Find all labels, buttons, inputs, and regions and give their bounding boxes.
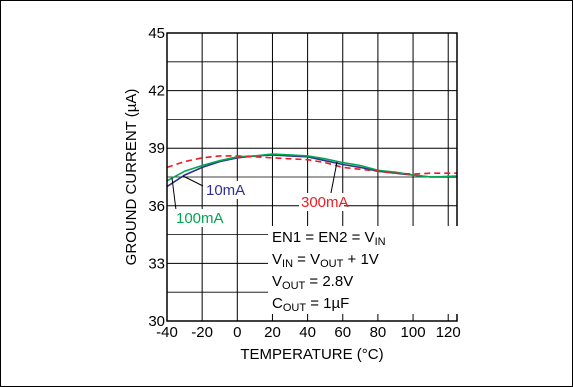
y-tick-label: 39 (148, 140, 165, 157)
y-tick-label: 42 (148, 83, 165, 100)
conditions-background (268, 226, 458, 314)
condition-line: VOUT = 2.8V (272, 273, 353, 292)
series-label-100ma: 100mA (176, 210, 224, 227)
y-tick-label: 45 (148, 25, 165, 42)
series-lines (166, 153, 458, 188)
label-pointer (182, 175, 204, 187)
y-tick-label: 33 (148, 255, 165, 272)
y-axis-title: GROUND CURRENT (µA) (123, 89, 140, 266)
x-axis-title: TEMPERATURE (°C) (240, 346, 383, 363)
x-tick-label: 120 (436, 324, 461, 341)
condition-line: COUT = 1µF (272, 295, 349, 314)
x-tick-label: 100 (401, 324, 426, 341)
label-background (299, 193, 344, 211)
plot-area-border (166, 32, 458, 322)
x-tick-label: 20 (264, 324, 281, 341)
label-pointer (171, 177, 177, 211)
condition-line: VIN = VOUT + 1V (272, 251, 379, 270)
y-tick-label: 30 (148, 313, 165, 330)
x-tick-labels: -40 -20 0 20 40 60 80 100 120 (156, 324, 461, 341)
label-background (174, 209, 219, 227)
condition-line: EN1 = EN2 = VIN (272, 229, 386, 248)
label-background (204, 181, 240, 199)
series-line-300ma (166, 155, 457, 175)
test-conditions: EN1 = EN2 = VIN VIN = VOUT + 1V VOUT = 2.8… (268, 226, 458, 314)
y-tick-labels: 30 33 36 39 42 45 (148, 25, 165, 330)
series-labels: 10mA 100mA 300mA (171, 161, 349, 227)
label-pointer (329, 161, 338, 199)
x-tick-label: -20 (191, 324, 213, 341)
y-tick-label: 36 (148, 198, 165, 215)
x-tick-label: 80 (370, 324, 387, 341)
series-label-10ma: 10mA (206, 182, 245, 199)
x-tick-label: -40 (156, 324, 178, 341)
x-tick-label: 40 (299, 324, 316, 341)
series-line-100ma (166, 153, 458, 182)
x-tick-label: 0 (233, 324, 241, 341)
x-tick-label: 60 (334, 324, 351, 341)
series-label-300ma: 300mA (301, 194, 349, 211)
